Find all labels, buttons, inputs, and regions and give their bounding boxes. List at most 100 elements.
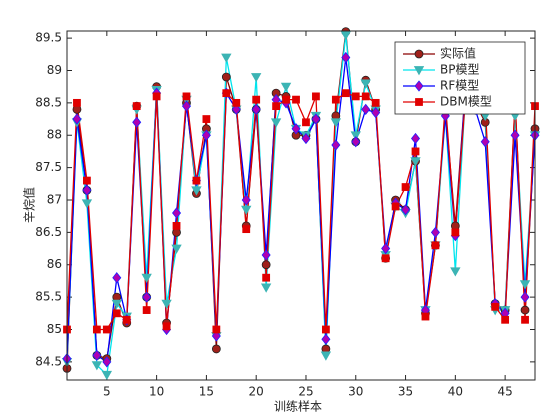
marker: [411, 147, 420, 156]
marker: [161, 299, 172, 309]
marker: [242, 225, 251, 234]
marker: [241, 194, 251, 206]
x-tick-label: 25: [298, 385, 313, 399]
marker: [270, 118, 282, 128]
y-tick-label: 89.5: [35, 31, 62, 45]
marker: [83, 176, 91, 185]
marker: [519, 280, 531, 290]
marker: [431, 241, 440, 250]
marker: [73, 98, 81, 107]
marker: [202, 115, 211, 123]
marker: [211, 330, 221, 342]
y-axis-label: 辛烷值: [22, 187, 37, 223]
marker: [91, 361, 103, 371]
marker: [320, 351, 332, 361]
marker: [142, 291, 152, 303]
marker: [312, 92, 320, 101]
marker: [231, 103, 241, 115]
x-tick-label: 30: [348, 385, 363, 399]
marker: [491, 302, 500, 311]
marker: [192, 176, 201, 185]
marker: [341, 51, 351, 64]
marker: [510, 129, 520, 141]
marker: [261, 260, 271, 270]
marker: [251, 103, 261, 115]
marker: [142, 306, 151, 314]
marker: [421, 312, 430, 321]
marker: [401, 183, 410, 191]
marker: [111, 299, 122, 309]
marker: [351, 92, 360, 101]
marker: [182, 92, 191, 101]
marker: [222, 89, 231, 98]
marker: [141, 273, 152, 284]
marker: [371, 98, 380, 107]
marker: [81, 199, 93, 209]
marker: [371, 106, 381, 119]
marker: [291, 123, 301, 135]
x-tick-label: 40: [448, 385, 463, 399]
marker: [501, 315, 510, 324]
series-line: [66, 34, 536, 377]
marker: [331, 139, 341, 151]
marker: [415, 98, 423, 106]
marker: [520, 305, 530, 315]
marker: [430, 226, 440, 239]
marker: [172, 207, 182, 219]
marker: [181, 100, 192, 112]
x-tick-label: 15: [199, 385, 214, 399]
marker: [330, 118, 342, 128]
marker: [201, 129, 211, 141]
y-tick-label: 87: [47, 192, 62, 206]
marker: [360, 79, 371, 89]
marker: [92, 349, 102, 362]
marker: [262, 273, 271, 282]
y-tick-label: 86.5: [35, 225, 62, 239]
marker: [331, 95, 340, 104]
marker: [191, 186, 202, 196]
marker: [101, 370, 113, 381]
marker: [520, 291, 530, 303]
marker: [350, 131, 361, 141]
marker: [341, 89, 350, 98]
marker: [132, 102, 141, 111]
y-tick-label: 87.5: [35, 160, 62, 174]
x-tick-label: 45: [497, 385, 512, 399]
marker: [172, 221, 181, 230]
legend-label: DBM模型: [440, 95, 492, 109]
marker: [302, 118, 310, 127]
x-tick-label: 5: [103, 385, 111, 399]
marker: [260, 283, 272, 293]
marker: [391, 202, 400, 211]
marker: [521, 315, 529, 324]
axes-box: [66, 30, 536, 381]
y-tick-label: 89: [47, 63, 62, 77]
marker: [282, 95, 290, 104]
marker: [280, 82, 292, 93]
marker: [361, 92, 370, 101]
marker: [401, 204, 411, 216]
marker: [72, 113, 82, 125]
legend-label: 实际值: [440, 46, 476, 61]
y-tick-label: 84.5: [35, 354, 62, 368]
marker: [122, 315, 131, 324]
marker: [414, 49, 424, 59]
legend-label: BP模型: [440, 63, 479, 77]
marker: [162, 322, 171, 331]
marker: [82, 184, 92, 196]
marker: [410, 132, 421, 145]
marker: [232, 98, 241, 107]
marker: [212, 325, 221, 334]
x-tick-label: 20: [249, 385, 264, 399]
marker: [450, 267, 461, 277]
y-tick-label: 85: [47, 322, 62, 336]
marker: [480, 136, 490, 148]
marker: [410, 157, 421, 167]
marker: [381, 242, 391, 255]
marker: [361, 103, 371, 115]
marker: [102, 356, 112, 368]
marker: [321, 325, 330, 334]
x-tick-label: 10: [149, 385, 164, 399]
marker: [132, 116, 142, 128]
